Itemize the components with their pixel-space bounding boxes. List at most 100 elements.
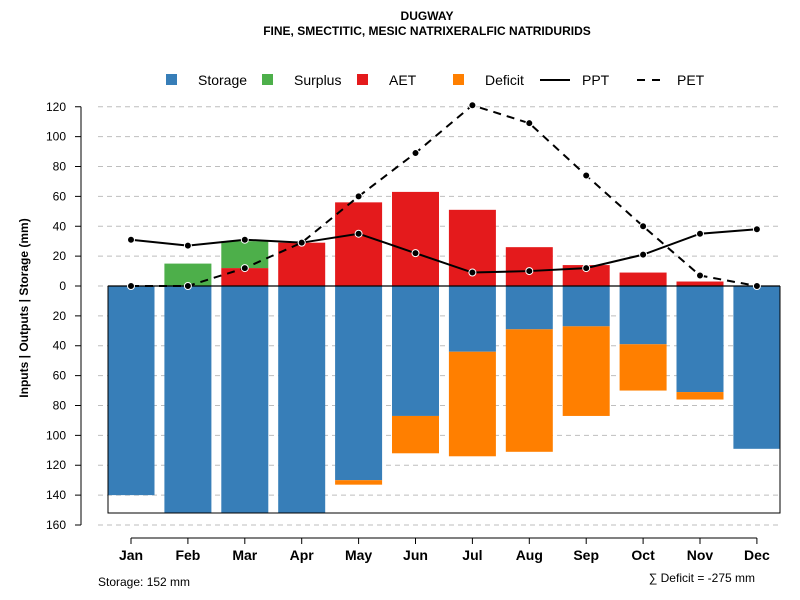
x-tick-label-jun: Jun: [403, 547, 428, 563]
aet-bar-sep: [562, 265, 610, 286]
y-tick-label: 20: [53, 249, 67, 263]
y-tick-label: 40: [53, 219, 67, 233]
legend-swatch-deficit: [453, 74, 464, 85]
chart-title: DUGWAY: [401, 9, 454, 23]
storage-bar-may: [335, 286, 383, 481]
ppt-point-aug: [525, 267, 534, 276]
storage-note: Storage: 152 mm: [98, 575, 190, 589]
y-tick-label: 120: [46, 458, 66, 472]
x-axis: Jan Feb Mar Apr May Jun Jul Aug Sep Oct Nov Dec: [119, 537, 770, 563]
y-axis-label: Inputs | Outputs | Storage (mm): [17, 218, 31, 397]
deficit-bar-aug: [505, 329, 553, 452]
pet-point-oct: [639, 222, 648, 231]
x-tick-label-may: May: [345, 547, 372, 563]
y-axis: 120 100 80 60 40 20 0 20 40 60 80 100 120 140 160: [46, 100, 82, 532]
y-tick-label: 100: [46, 130, 66, 144]
x-tick-label-apr: Apr: [290, 547, 315, 563]
y-tick-label: 20: [53, 309, 67, 323]
legend-label-surplus: Surplus: [294, 72, 341, 88]
legend-label-ppt: PPT: [582, 72, 610, 88]
ppt-point-may: [354, 229, 363, 238]
pet-point-jul: [468, 101, 477, 110]
deficit-bar-sep: [562, 326, 610, 416]
x-tick-label-feb: Feb: [175, 547, 200, 563]
x-tick-label-dec: Dec: [744, 547, 770, 563]
pet-point-jun: [411, 149, 420, 158]
x-tick-label-jul: Jul: [462, 547, 482, 563]
pet-point-dec: [752, 282, 761, 290]
bars: [107, 191, 781, 514]
ppt-point-jun: [411, 249, 420, 258]
pet-point-feb: [183, 282, 192, 290]
legend-swatch-storage: [166, 74, 177, 85]
x-tick-label-oct: Oct: [631, 547, 655, 563]
chart-subtitle: FINE, SMECTITIC, MESIC NATRIXERALFIC NAT…: [263, 24, 591, 38]
pet-point-jan: [127, 282, 135, 290]
legend-label-pet: PET: [677, 72, 705, 88]
y-tick-label: 0: [59, 279, 66, 293]
legend-swatch-surplus: [262, 74, 273, 85]
aet-bar-jun: [392, 191, 439, 286]
storage-bar-aug: [505, 286, 553, 330]
storage-bar-jul: [448, 286, 496, 352]
x-tick-label-mar: Mar: [232, 547, 257, 563]
y-tick-label: 60: [53, 369, 67, 383]
surplus-bar-feb: [164, 263, 212, 286]
pet-line: [131, 104, 758, 287]
ppt-point-dec: [752, 225, 761, 234]
pet-point-aug: [525, 119, 534, 128]
aet-bar-aug: [505, 247, 553, 286]
storage-bar-apr: [278, 286, 326, 514]
legend-label-deficit: Deficit: [485, 72, 524, 88]
storage-bar-nov: [676, 286, 724, 393]
y-tick-label: 100: [46, 428, 66, 442]
ppt-point-jan: [127, 235, 135, 244]
legend: Storage Surplus AET Deficit PPT PET: [166, 72, 705, 88]
storage-bar-sep: [562, 286, 610, 327]
ppt-point-mar: [240, 235, 249, 244]
y-tick-label: 80: [53, 160, 67, 174]
surplus-bar-mar: [221, 241, 269, 269]
deficit-bar-jul: [448, 351, 496, 457]
x-tick-label-nov: Nov: [687, 547, 714, 563]
deficit-note: ∑ Deficit = -275 mm: [649, 571, 755, 585]
y-tick-label: 160: [46, 518, 66, 532]
y-tick-label: 40: [53, 339, 67, 353]
ppt-line: [130, 228, 757, 274]
aet-bar-may: [335, 202, 383, 286]
ppt-point-sep: [582, 264, 591, 273]
deficit-bar-nov: [676, 392, 724, 400]
y-tick-label: 60: [53, 189, 67, 203]
pet-point-nov: [696, 271, 704, 280]
y-tick-label: 80: [53, 398, 67, 412]
ppt-point-oct: [639, 250, 648, 259]
storage-frame: [107, 286, 781, 514]
deficit-bar-oct: [619, 344, 667, 391]
plot-frame: [107, 285, 781, 514]
pet-point-mar: [240, 264, 249, 273]
storage-bar-jun: [392, 286, 439, 416]
ppt-point-nov: [696, 229, 704, 238]
ppt-point-jul: [468, 268, 477, 277]
storage-bar-dec: [733, 286, 781, 449]
legend-swatch-aet: [357, 74, 368, 85]
y-tick-label: 120: [46, 100, 66, 114]
aet-bar-nov: [676, 281, 724, 286]
y-tick-label: 140: [46, 488, 66, 502]
storage-bar-feb: [164, 286, 212, 514]
x-tick-label-jan: Jan: [119, 547, 143, 563]
pet-point-sep: [582, 171, 591, 180]
deficit-bar-jun: [392, 415, 439, 454]
legend-label-aet: AET: [389, 72, 417, 88]
deficit-bar-may: [335, 480, 383, 485]
legend-label-storage: Storage: [198, 72, 247, 88]
storage-bar-jan: [107, 286, 155, 496]
ppt-point-apr: [297, 238, 306, 247]
storage-bar-oct: [619, 286, 667, 345]
x-tick-label-aug: Aug: [516, 547, 543, 563]
x-tick-label-sep: Sep: [573, 547, 599, 563]
storage-bar-mar: [221, 286, 269, 514]
ppt-point-feb: [183, 241, 192, 250]
aet-bar-oct: [619, 272, 667, 286]
